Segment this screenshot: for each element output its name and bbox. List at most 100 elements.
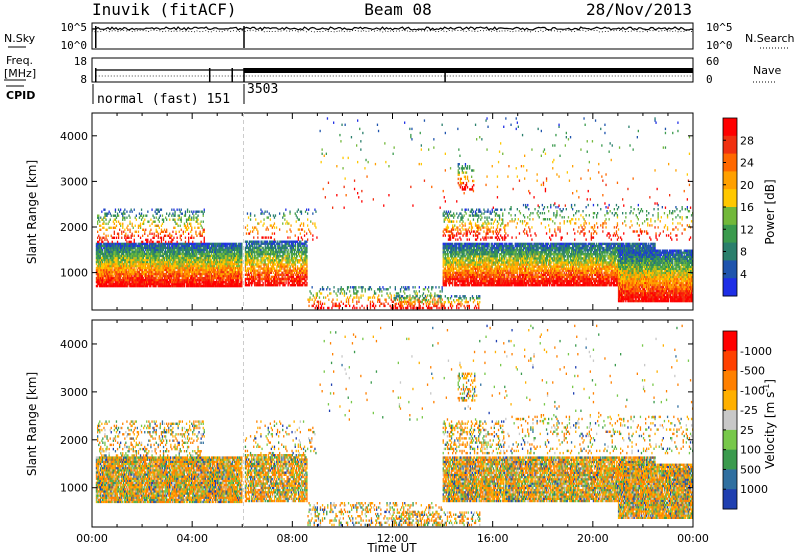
data-cell bbox=[254, 279, 256, 283]
data-cell bbox=[290, 271, 292, 274]
data-cell bbox=[250, 250, 252, 254]
data-cell bbox=[151, 222, 153, 225]
data-cell bbox=[124, 246, 126, 250]
data-cell bbox=[255, 281, 257, 285]
data-cell bbox=[169, 250, 171, 254]
data-cell bbox=[198, 262, 200, 266]
data-cell bbox=[203, 262, 205, 266]
data-cell bbox=[287, 284, 289, 287]
data-cell bbox=[138, 274, 140, 278]
data-cell bbox=[221, 282, 223, 286]
data-cell bbox=[126, 210, 128, 213]
data-cell bbox=[183, 214, 186, 217]
data-cell bbox=[289, 248, 291, 252]
data-cell bbox=[107, 284, 109, 288]
data-cell bbox=[102, 278, 104, 282]
data-cell bbox=[197, 278, 199, 282]
data-cell bbox=[126, 278, 128, 282]
data-cell bbox=[219, 258, 221, 262]
data-cell bbox=[105, 234, 107, 237]
data-cell bbox=[210, 274, 213, 278]
data-cell bbox=[98, 234, 100, 237]
data-cell bbox=[263, 218, 265, 221]
data-cell bbox=[105, 212, 107, 215]
data-cell bbox=[105, 274, 107, 278]
data-cell bbox=[157, 244, 159, 248]
data-cell bbox=[110, 282, 112, 286]
data-cell bbox=[266, 269, 268, 272]
data-cell bbox=[388, 296, 390, 299]
data-cell bbox=[97, 260, 100, 264]
data-cell bbox=[281, 261, 283, 264]
data-cell bbox=[216, 244, 218, 248]
data-cell bbox=[266, 284, 268, 287]
data-cell bbox=[106, 250, 108, 254]
data-cell bbox=[358, 300, 360, 303]
data-cell bbox=[269, 281, 272, 285]
data-cell bbox=[396, 298, 399, 301]
data-cell bbox=[305, 279, 307, 283]
data-cell bbox=[407, 304, 409, 308]
data-cell bbox=[397, 295, 399, 298]
data-cell bbox=[143, 246, 146, 250]
data-cell bbox=[125, 258, 127, 262]
data-cell bbox=[166, 260, 169, 264]
data-cell bbox=[133, 258, 135, 262]
data-cell bbox=[247, 269, 250, 272]
data-cell bbox=[330, 292, 332, 295]
data-cell bbox=[208, 260, 211, 264]
data-cell bbox=[111, 242, 113, 246]
data-cell bbox=[103, 252, 105, 256]
data-cell bbox=[169, 256, 171, 260]
data-cell bbox=[119, 248, 122, 252]
data-cell bbox=[253, 257, 255, 260]
data-cell bbox=[124, 216, 126, 219]
data-cell bbox=[238, 252, 240, 256]
data-cell bbox=[97, 214, 99, 217]
data-cell bbox=[180, 278, 182, 282]
data-cell bbox=[177, 250, 179, 254]
data-cell bbox=[285, 244, 287, 247]
data-cell bbox=[379, 290, 381, 293]
data-cell bbox=[304, 277, 306, 281]
data-cell bbox=[118, 254, 121, 258]
data-cell bbox=[353, 304, 355, 308]
data-cell bbox=[319, 288, 322, 291]
data-cell bbox=[298, 271, 300, 274]
data-cell bbox=[269, 224, 271, 227]
data-cell bbox=[161, 250, 163, 254]
data-cell bbox=[275, 244, 277, 247]
data-cell bbox=[274, 240, 276, 243]
data-cell bbox=[208, 254, 211, 258]
data-cell bbox=[287, 277, 289, 281]
data-cell bbox=[323, 296, 325, 299]
data-cell bbox=[95, 270, 98, 274]
data-cell bbox=[144, 276, 147, 280]
data-cell bbox=[115, 262, 117, 266]
data-cell bbox=[160, 224, 163, 227]
data-cell bbox=[193, 248, 195, 252]
data-cell bbox=[146, 214, 148, 217]
data-cell bbox=[290, 277, 292, 281]
data-cell bbox=[151, 264, 153, 268]
data-cell bbox=[183, 268, 185, 272]
data-cell bbox=[186, 268, 189, 272]
data-cell bbox=[272, 246, 275, 250]
data-cell bbox=[180, 266, 182, 270]
data-cell bbox=[296, 246, 299, 250]
data-cell bbox=[302, 259, 304, 262]
cpid-segment-1: normal (fast) 151 bbox=[97, 92, 230, 107]
data-cell bbox=[171, 280, 173, 284]
data-cell bbox=[246, 275, 249, 279]
data-cell bbox=[111, 264, 113, 268]
data-cell bbox=[96, 276, 99, 280]
data-cell bbox=[246, 244, 249, 247]
data-cell bbox=[432, 298, 434, 301]
data-cell bbox=[173, 258, 175, 262]
data-cell bbox=[124, 274, 126, 278]
data-cell bbox=[169, 262, 171, 266]
data-cell bbox=[108, 250, 110, 254]
data-cell bbox=[188, 266, 191, 270]
data-cell bbox=[121, 280, 124, 284]
data-cell bbox=[141, 252, 144, 256]
